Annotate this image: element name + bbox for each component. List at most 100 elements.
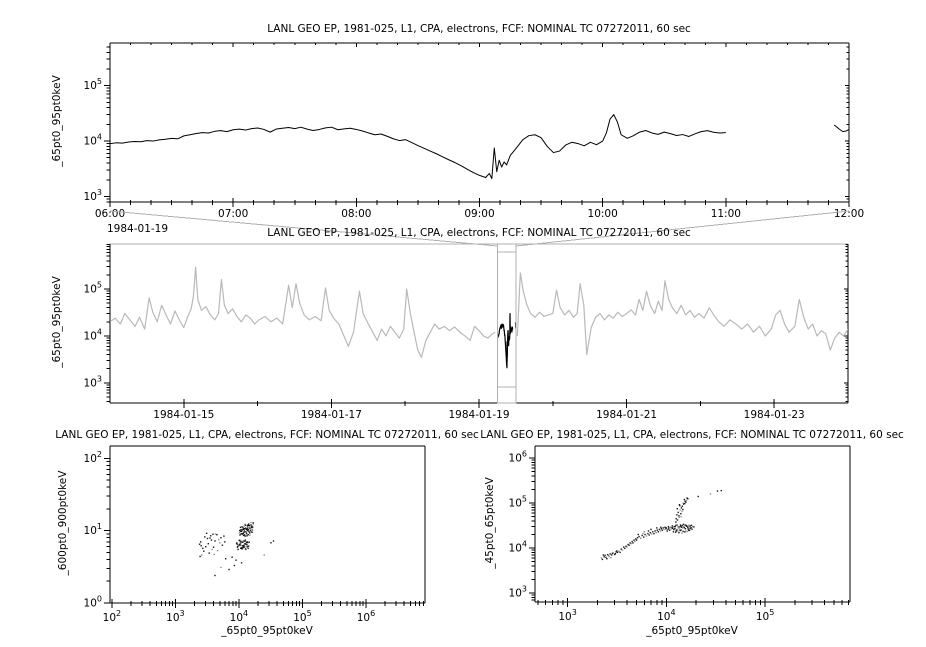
- scatter-point: [678, 516, 680, 519]
- y-tick-label: 100: [84, 595, 102, 610]
- scatter-point: [213, 553, 215, 556]
- scatter-point: [650, 528, 652, 531]
- x-tick-label: 103: [558, 608, 576, 623]
- scatter-point: [216, 549, 219, 552]
- scatter-point: [629, 542, 631, 544]
- scatter-point: [687, 529, 690, 531]
- scatter-point: [270, 542, 272, 544]
- scatter-point: [239, 529, 241, 532]
- scatter-point: [664, 526, 666, 528]
- y-tick-label: 103: [509, 585, 527, 600]
- scatter-point: [250, 530, 252, 532]
- scatter-point: [682, 530, 684, 533]
- scatter-point: [614, 553, 617, 555]
- scatter-point: [690, 524, 693, 526]
- scatter-point: [239, 526, 242, 529]
- top-panel-title: LANL GEO EP, 1981-025, L1, CPA, electron…: [267, 23, 691, 35]
- scatter-point: [642, 532, 644, 535]
- scatter-point: [220, 537, 222, 539]
- scatter-point: [239, 541, 241, 543]
- scatter-point: [679, 504, 681, 507]
- scatter-point: [685, 530, 687, 532]
- top-series-line: [833, 124, 849, 133]
- context-overview-zoom-box[interactable]: [496, 243, 517, 404]
- scatter-point: [251, 526, 253, 529]
- scatter-point: [680, 513, 682, 515]
- scatter-point: [243, 546, 246, 548]
- scatter-left-x-axis-label: _65pt0_95pt0keV: [221, 625, 313, 637]
- scatter-point: [674, 526, 676, 528]
- scatter-point: [600, 557, 603, 559]
- scatter-point: [248, 525, 251, 527]
- scatter-point: [668, 529, 671, 531]
- scatter-point: [621, 549, 624, 551]
- scatter-point: [682, 508, 684, 511]
- scatter-point: [681, 527, 684, 529]
- scatter-point: [635, 539, 638, 541]
- scatter-point: [240, 547, 243, 549]
- scatter-point: [237, 545, 239, 548]
- scatter-point: [692, 525, 694, 528]
- scatter-point: [720, 489, 722, 492]
- scatter-point: [663, 528, 665, 531]
- scatter-point: [687, 498, 689, 500]
- scatter-point: [658, 528, 661, 531]
- scatter-point: [682, 502, 684, 504]
- top-panel-plot-area[interactable]: [110, 43, 849, 202]
- x-tick-label: 09:00: [464, 208, 494, 220]
- scatter-point: [235, 542, 238, 544]
- scatter-point: [677, 511, 679, 514]
- scatter-point: [243, 525, 245, 527]
- scatter_left-plot-area[interactable]: [110, 446, 425, 603]
- scatter-point: [214, 574, 216, 577]
- context-panel-y-axis-label: _65pt0_95pt0keV: [51, 276, 63, 368]
- scatter-point: [236, 542, 238, 544]
- scatter-point: [671, 526, 673, 529]
- zoom-box-rect[interactable]: [496, 243, 517, 404]
- scatter-point: [249, 534, 251, 536]
- scatter_right-plot-area[interactable]: [535, 446, 850, 602]
- scatter-point: [693, 526, 695, 528]
- scatter-point: [239, 539, 241, 541]
- scatter-point: [680, 526, 683, 528]
- scatter-point: [237, 539, 240, 542]
- scatter-point: [245, 540, 247, 543]
- scatter-point: [616, 550, 618, 552]
- scatter-point: [644, 533, 646, 536]
- scatter-point: [207, 543, 209, 545]
- scatter-point: [633, 539, 635, 541]
- y-tick-label: 101: [84, 522, 102, 537]
- scatter-point: [220, 566, 222, 569]
- y-tick-label: 102: [84, 450, 102, 465]
- scatter-point: [674, 531, 677, 533]
- scatter-point: [611, 554, 613, 556]
- scatter-point: [200, 541, 202, 543]
- context-panel-plot-area[interactable]: [110, 244, 848, 403]
- scatter-point: [666, 530, 668, 532]
- scatter-point: [243, 546, 245, 548]
- scatter-point: [610, 557, 612, 559]
- scatter-point: [680, 529, 682, 531]
- scatter-point: [673, 528, 675, 531]
- x-tick-label: 105: [293, 609, 311, 624]
- scatter-point: [210, 535, 212, 537]
- y-tick-label: 105: [84, 281, 102, 296]
- scatter-point: [205, 546, 207, 548]
- scatter-point: [602, 554, 604, 556]
- scatter-point: [240, 530, 242, 533]
- scatter-point: [625, 545, 627, 547]
- scatter-point: [637, 533, 639, 536]
- scatter-point: [676, 525, 679, 527]
- scatter-point: [685, 501, 687, 503]
- scatter-point: [209, 537, 211, 539]
- scatter-point: [686, 530, 689, 533]
- scatter-point: [688, 529, 691, 531]
- scatter-point: [242, 540, 244, 542]
- scatter-point: [242, 532, 244, 535]
- scatter-point: [248, 523, 250, 525]
- scatter-point: [680, 525, 682, 527]
- scatter-point: [668, 527, 670, 529]
- scatter-point: [214, 540, 216, 542]
- scatter-point: [657, 531, 659, 533]
